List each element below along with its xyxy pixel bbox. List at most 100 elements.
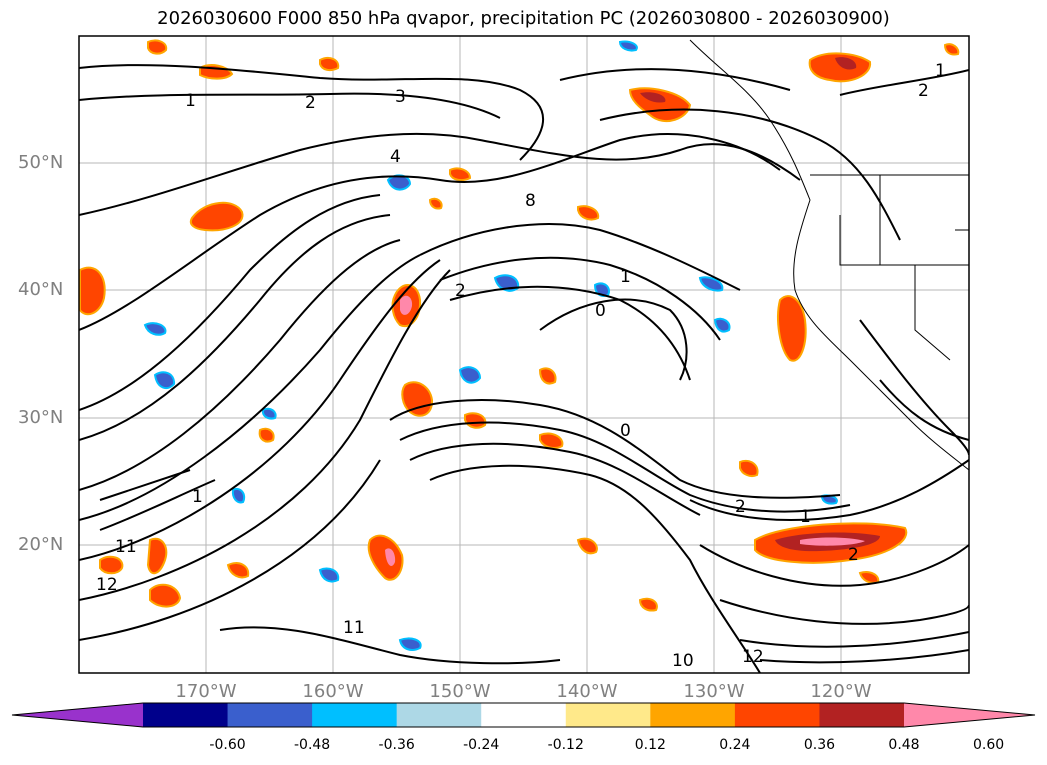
precipitation-shading (79, 39, 960, 651)
precip-blob (739, 459, 759, 478)
contour-line (719, 599, 969, 625)
contour-line (99, 479, 216, 531)
precip-blob (226, 562, 250, 579)
precip-blob (943, 43, 960, 56)
colorbar-border (11, 702, 1036, 728)
lon-label-150w: 150°W (429, 681, 491, 702)
precip-blob (464, 412, 487, 429)
precip-blob (99, 555, 124, 575)
precip-blob-negative (458, 366, 482, 384)
colorbar-tick-label: -0.24 (463, 737, 500, 753)
colorbar-tick-label: -0.36 (378, 737, 415, 753)
contour-line (409, 442, 701, 516)
contour-label: 2 (918, 81, 929, 101)
precip-blob (777, 295, 807, 362)
precip-blob (79, 266, 106, 316)
precip-blob (800, 537, 865, 546)
contour-label: 12 (742, 647, 764, 667)
precip-blob-negative (318, 567, 340, 583)
contour-line (79, 132, 801, 216)
contour-line (79, 239, 401, 491)
map-title: 2026030600 F000 850 hPa qvapor, precipit… (157, 8, 890, 29)
contour-line (439, 256, 721, 341)
colorbar-segment (227, 703, 313, 727)
precip-blob (577, 205, 600, 221)
contour-line (79, 254, 421, 521)
precip-blob (638, 597, 658, 612)
precip-blob (835, 57, 857, 70)
colorbar-tick-label: -0.60 (209, 737, 246, 753)
colorbar-segment (312, 703, 398, 727)
contour-line (599, 108, 901, 241)
contour-line (879, 379, 969, 441)
qvapor-contours (79, 64, 969, 673)
contour-label: 1 (620, 267, 631, 287)
contour-line (449, 285, 691, 381)
colorbar-tick-label: 0.36 (803, 737, 836, 753)
lon-label-120w: 120°W (810, 681, 872, 702)
contour-line (859, 319, 969, 456)
lon-label-140w: 140°W (556, 681, 618, 702)
colorbar-tick-label: 0.24 (719, 737, 751, 753)
contour-label: 1 (192, 487, 203, 507)
contour-label: 2 (848, 545, 859, 565)
colorbar-tick-label: 0.60 (972, 737, 1005, 753)
precip-blob (539, 432, 564, 449)
colorbar-segment (650, 703, 736, 727)
lon-label-170w: 170°W (175, 681, 237, 702)
contour-line (79, 214, 391, 441)
lat-label-50n: 50°N (18, 152, 64, 173)
contour-line (689, 459, 969, 521)
precip-blob (576, 537, 598, 555)
contour-label-group: 1 2 3 4 8 1 2 0 0 1 2 2 1 11 12 11 10 12… (96, 61, 946, 671)
contour-line (389, 399, 841, 499)
contour-label: 4 (390, 147, 401, 167)
contour-label: 0 (595, 301, 606, 321)
precip-blob (319, 57, 340, 72)
contour-line (79, 92, 501, 119)
contour-line (429, 464, 761, 673)
precip-blob (147, 39, 168, 55)
colorbar-segment (819, 703, 905, 727)
lat-label-30n: 30°N (18, 407, 64, 428)
precip-blob (258, 427, 275, 443)
contour-line (419, 223, 741, 291)
precip-blob (189, 201, 244, 232)
precip-blob (449, 167, 472, 182)
contour-label: 1 (935, 61, 946, 81)
contour-line (79, 64, 544, 161)
contour-label: 1 (185, 91, 196, 111)
colorbar-tick-label: -0.48 (293, 737, 331, 753)
colorbar-tick-label: -0.12 (547, 737, 584, 753)
coastline (689, 39, 969, 471)
precip-blob-negative (261, 407, 277, 420)
precip-blob (401, 381, 434, 417)
lon-label-160w: 160°W (302, 681, 364, 702)
contour-label: 8 (525, 191, 536, 211)
colorbar-segment (143, 703, 229, 727)
precip-blob-negative (143, 322, 167, 336)
contour-line (79, 194, 381, 411)
precip-blob-negative (698, 276, 724, 292)
precip-blob (146, 537, 168, 575)
contour-line (839, 69, 969, 96)
contour-line (699, 544, 969, 587)
colorbar-segment (396, 703, 482, 727)
north-america-coast (689, 39, 969, 471)
map-panel: 1 2 3 4 8 1 2 0 0 1 2 2 1 11 12 11 10 12… (78, 35, 970, 674)
map-background (79, 36, 969, 673)
precip-blob-negative (231, 488, 246, 504)
contour-label: 2 (735, 497, 746, 517)
colorbar-segment (481, 703, 567, 727)
precip-blob (428, 197, 443, 210)
contour-label: 11 (115, 537, 137, 557)
contour-line (219, 626, 561, 665)
colorbar (11, 702, 1036, 728)
contour-line (79, 259, 441, 561)
colorbar-segments (12, 703, 1035, 727)
contour-label: 0 (620, 421, 631, 441)
colorbar-extend-min (12, 703, 143, 727)
colorbar-extend-max (904, 703, 1035, 727)
contour-label: 3 (395, 87, 406, 107)
lon-label-130w: 130°W (683, 681, 745, 702)
